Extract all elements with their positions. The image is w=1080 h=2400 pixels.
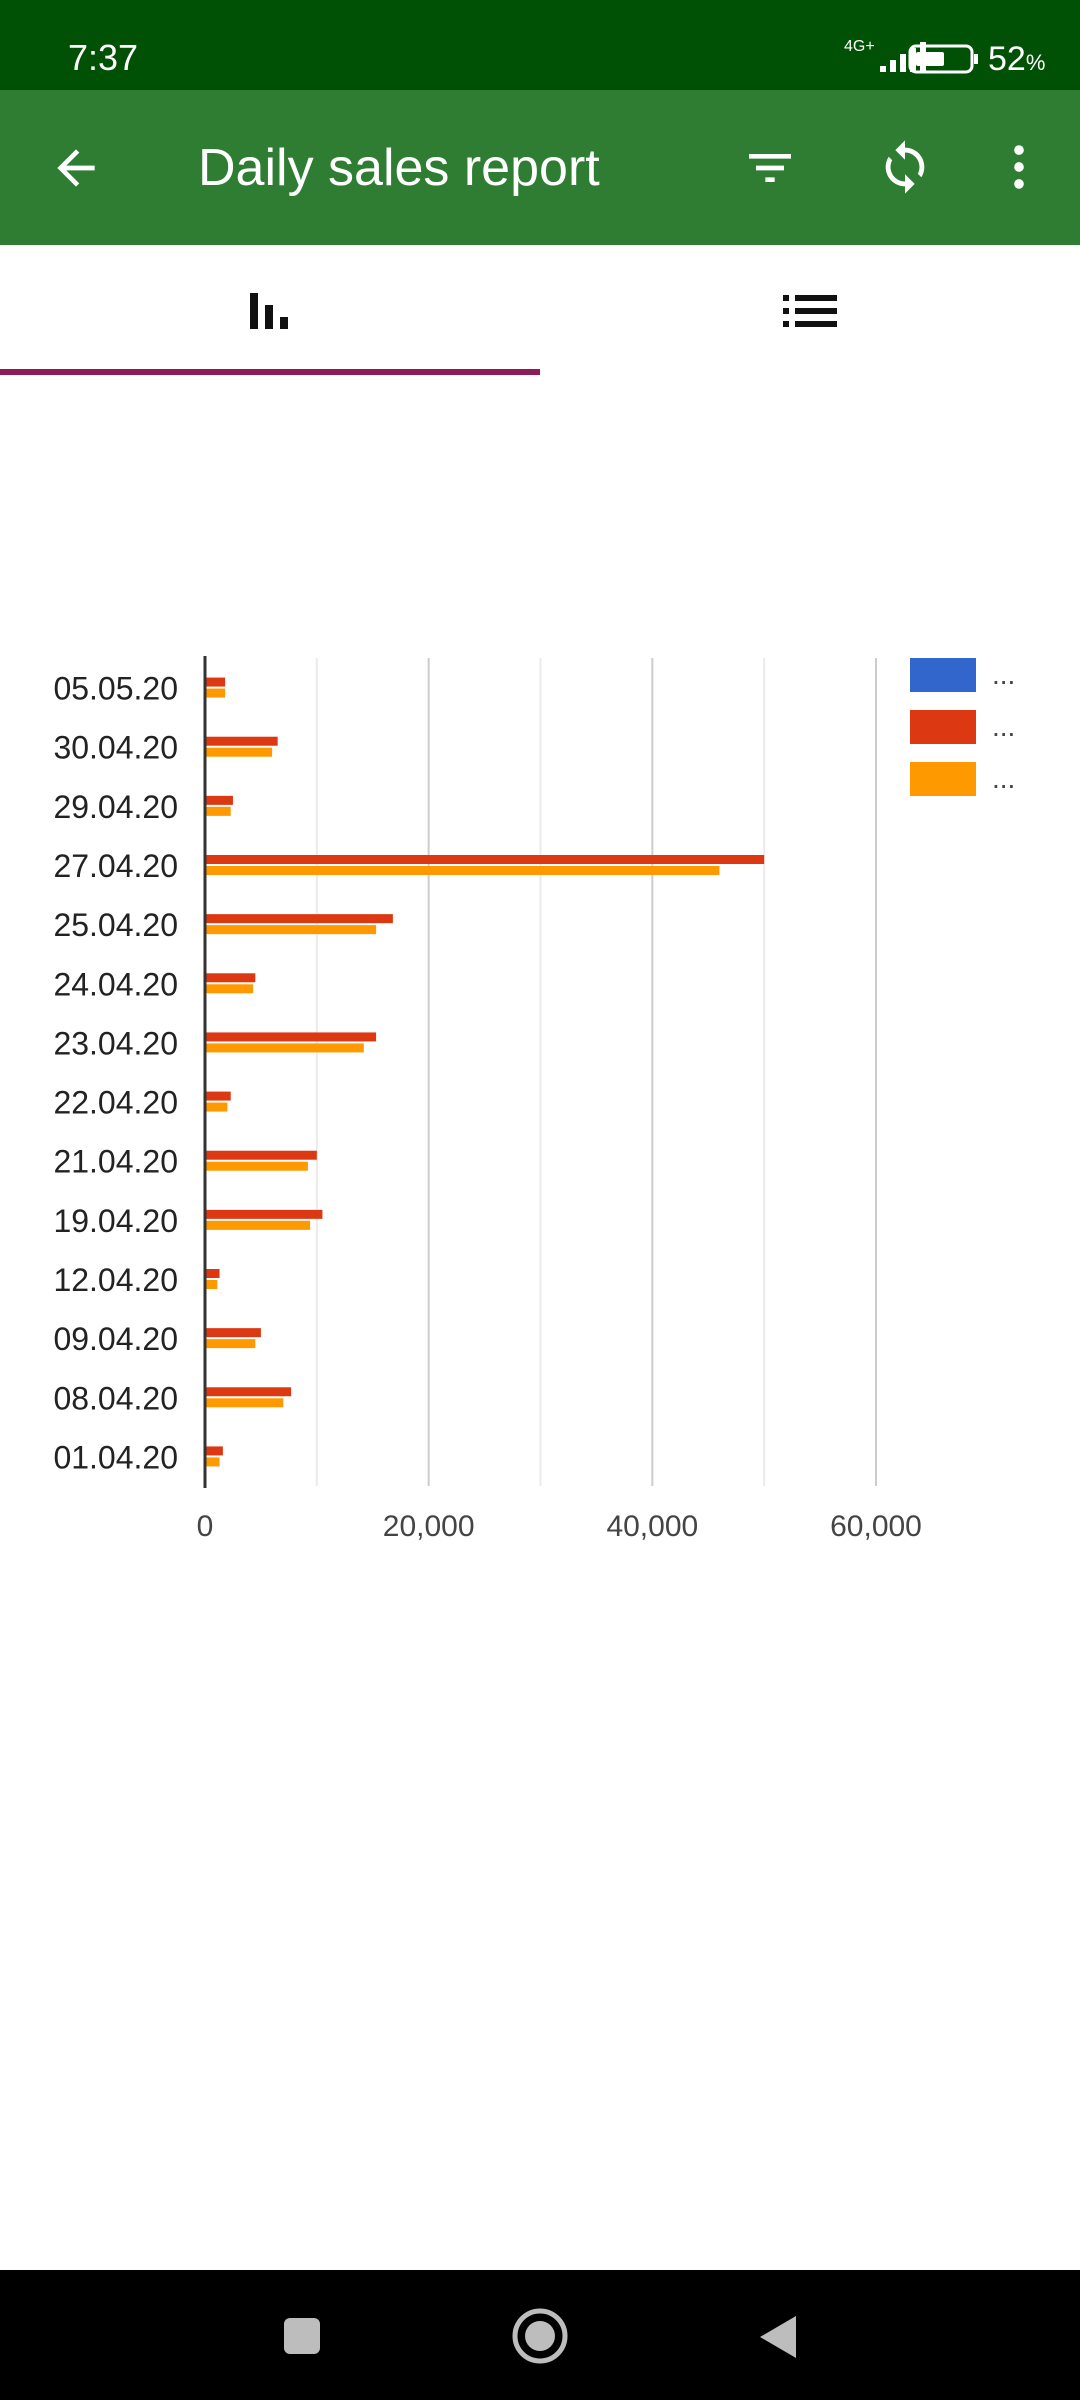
bar-23.04.20-series-3 — [205, 1043, 364, 1053]
legend-label-2: ... — [992, 711, 1015, 742]
category-label: 27.04.20 — [53, 848, 178, 884]
bar-30.04.20-series-2 — [205, 736, 278, 746]
bar-12.04.20-series-2 — [205, 1269, 220, 1278]
bar-05.05.20-series-3 — [205, 688, 226, 698]
bar-25.04.20-series-3 — [205, 925, 377, 935]
category-label: 19.04.20 — [53, 1203, 178, 1239]
bar-25.04.20-series-2 — [205, 914, 393, 924]
bar-chart-icon — [250, 293, 288, 329]
filter-icon[interactable] — [742, 140, 798, 196]
bar-01.04.20-series-3 — [205, 1457, 220, 1467]
bar-27.04.20-series-3 — [205, 866, 720, 875]
bar-24.04.20-series-2 — [205, 973, 256, 983]
bar-22.04.20-series-2 — [205, 1091, 231, 1101]
category-label: 29.04.20 — [53, 789, 178, 825]
status-time: 7:37 — [68, 37, 139, 78]
system-nav-bar — [0, 2270, 1080, 2400]
status-bar: 7:37 4G+ 52% — [0, 0, 1080, 90]
legend-label-3: ... — [992, 763, 1015, 794]
battery-icon — [908, 44, 978, 74]
sales-chart: 05.05.20 30.04.20 29.04.20 27.04.20 25.04.20… — [0, 620, 1080, 1560]
refresh-icon[interactable] — [876, 138, 934, 196]
bar-09.04.20-series-3 — [205, 1339, 256, 1349]
legend-swatch-1 — [910, 658, 976, 692]
app-bar: Daily sales report — [0, 90, 1080, 245]
category-label: 08.04.20 — [53, 1380, 178, 1416]
back-icon[interactable] — [756, 2314, 800, 2360]
home-icon[interactable] — [510, 2306, 570, 2366]
category-label: 12.04.20 — [53, 1262, 178, 1298]
category-label: 09.04.20 — [53, 1321, 178, 1357]
tab-chart[interactable] — [0, 245, 540, 378]
bar-01.04.20-series-2 — [205, 1446, 223, 1456]
list-icon — [783, 295, 837, 327]
bar-29.04.20-series-3 — [205, 806, 231, 816]
bar-23.04.20-series-2 — [205, 1032, 377, 1042]
bar-27.04.20-series-2 — [205, 855, 765, 864]
bar-chart: 05.05.20 30.04.20 29.04.20 27.04.20 25.04.20… — [53, 656, 1015, 1543]
bar-08.04.20-series-2 — [205, 1387, 292, 1397]
more-vert-icon[interactable] — [990, 138, 1048, 196]
category-label: 25.04.20 — [53, 907, 178, 943]
x-tick-label: 20,000 — [383, 1510, 475, 1543]
x-tick-label: 40,000 — [606, 1510, 698, 1543]
bar-08.04.20-series-3 — [205, 1398, 284, 1408]
legend-swatch-2 — [910, 710, 976, 744]
bar-19.04.20-series-2 — [205, 1209, 323, 1219]
category-label: 21.04.20 — [53, 1144, 178, 1180]
bar-22.04.20-series-3 — [205, 1102, 228, 1112]
network-type: 4G+ — [844, 38, 875, 55]
bar-30.04.20-series-3 — [205, 747, 273, 757]
bar-12.04.20-series-3 — [205, 1280, 218, 1289]
back-arrow-icon[interactable] — [48, 140, 104, 196]
bar-21.04.20-series-2 — [205, 1150, 317, 1160]
bar-09.04.20-series-2 — [205, 1328, 261, 1338]
tab-indicator — [0, 369, 540, 375]
category-label: 05.05.20 — [53, 671, 178, 707]
category-label: 24.04.20 — [53, 966, 178, 1002]
battery-value: 52 — [988, 40, 1026, 78]
x-tick-label: 0 — [197, 1510, 214, 1543]
category-label: 23.04.20 — [53, 1025, 178, 1061]
battery-unit: % — [1025, 50, 1046, 75]
category-label: 01.04.20 — [53, 1439, 178, 1475]
category-label: 30.04.20 — [53, 730, 178, 766]
bar-19.04.20-series-3 — [205, 1220, 311, 1230]
legend-swatch-3 — [910, 762, 976, 796]
x-tick-label: 60,000 — [830, 1510, 922, 1543]
page-title: Daily sales report — [198, 139, 600, 197]
legend-label-1: ... — [992, 659, 1015, 690]
recents-icon[interactable] — [282, 2316, 322, 2356]
tab-bar — [0, 245, 1080, 378]
category-label: 22.04.20 — [53, 1085, 178, 1121]
bar-05.05.20-series-2 — [205, 677, 226, 687]
tab-list[interactable] — [540, 245, 1080, 378]
bar-21.04.20-series-3 — [205, 1161, 308, 1171]
bar-29.04.20-series-2 — [205, 795, 233, 805]
bar-24.04.20-series-3 — [205, 984, 254, 994]
battery-percent: 52% — [988, 39, 1045, 83]
